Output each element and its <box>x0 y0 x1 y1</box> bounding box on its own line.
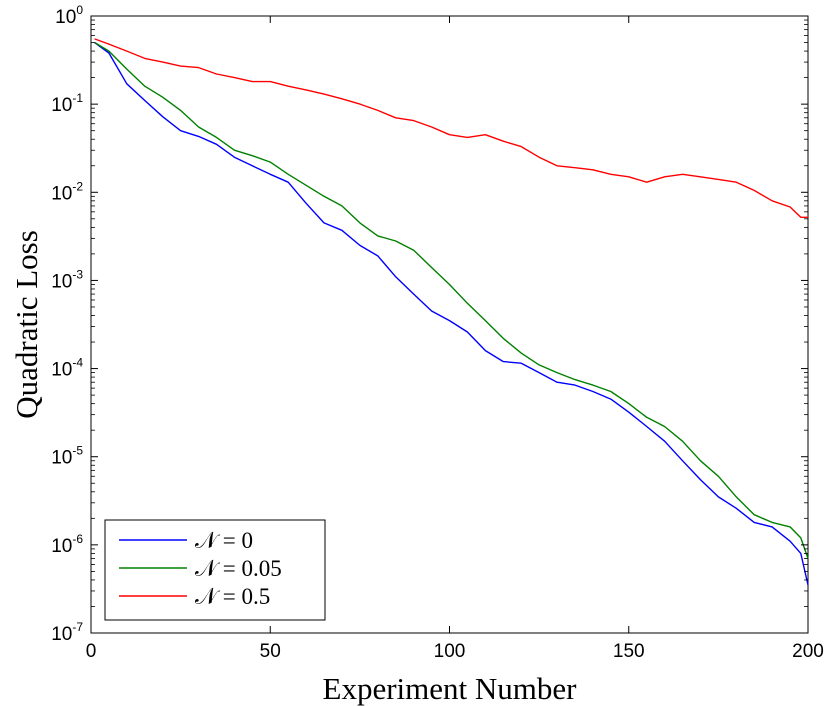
x-tick-label: 200 <box>792 641 824 662</box>
y-tick-label: 10-7 <box>51 620 83 645</box>
y-tick-label-exponent: -4 <box>72 356 83 370</box>
y-tick-label: 10-2 <box>51 179 83 204</box>
legend-label-2: 𝒩 = 0.5 <box>195 584 270 609</box>
y-tick-label: 10-4 <box>51 356 83 381</box>
x-tick-label: 0 <box>86 641 97 662</box>
y-tick-label-base: 10 <box>51 360 72 381</box>
y-tick-label-exponent: -6 <box>72 532 83 546</box>
legend-box <box>104 519 326 621</box>
x-tick-label: 150 <box>613 641 645 662</box>
y-tick-label-exponent: 0 <box>76 3 83 17</box>
y-tick-label-base: 10 <box>51 536 72 557</box>
legend-label-1: 𝒩 = 0.05 <box>195 556 282 581</box>
y-tick-label-exponent: -5 <box>72 444 83 458</box>
y-tick-label-exponent: -3 <box>72 267 83 281</box>
y-tick-label-exponent: -1 <box>72 91 83 105</box>
y-tick-label: 10-1 <box>51 91 83 116</box>
series-line-2 <box>94 38 808 219</box>
y-tick-label-base: 10 <box>55 7 76 28</box>
tick-layer: 0 50 100 150 20010010-110-210-310-410-510-61… <box>51 3 824 662</box>
y-tick-label: 100 <box>55 3 83 28</box>
y-tick-label-exponent: -7 <box>72 620 83 634</box>
y-tick-label: 10-3 <box>51 267 83 292</box>
series-line-0 <box>94 41 809 586</box>
series-layer <box>94 38 809 586</box>
x-tick-label: 50 <box>260 641 281 662</box>
y-tick-label-base: 10 <box>51 624 72 645</box>
series-line-1 <box>94 41 809 559</box>
y-axis-label: Quadratic Loss <box>9 230 44 419</box>
y-tick-label-base: 10 <box>51 183 72 204</box>
x-tick-label: 100 <box>434 641 466 662</box>
y-tick-label-base: 10 <box>51 271 72 292</box>
y-tick-label: 10-6 <box>51 532 83 557</box>
y-tick-label-base: 10 <box>51 448 72 469</box>
y-tick-label: 10-5 <box>51 444 83 469</box>
x-axis-label: Experiment Number <box>323 671 578 706</box>
y-tick-label-exponent: -2 <box>72 179 83 193</box>
legend: 𝒩 = 0 𝒩 = 0.05 𝒩 = 0.5 <box>104 519 326 621</box>
legend-label-0: 𝒩 = 0 <box>195 528 253 553</box>
y-tick-label-base: 10 <box>51 95 72 116</box>
